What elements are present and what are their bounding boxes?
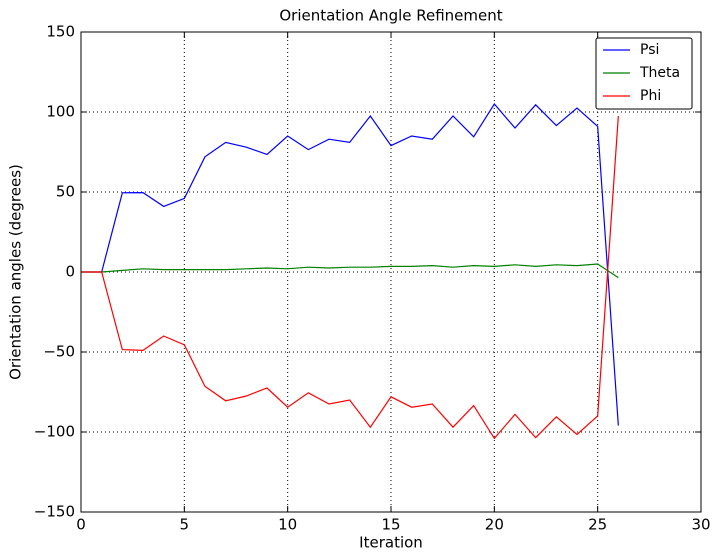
legend-label: Theta	[639, 65, 680, 81]
x-tick-label: 15	[381, 516, 400, 534]
y-tick-label: 50	[56, 183, 75, 201]
data-line	[81, 115, 619, 440]
x-tick-label: 5	[180, 516, 190, 534]
x-tick-label: 0	[76, 516, 86, 534]
y-tick-label: −150	[34, 503, 75, 521]
x-tick-label: 20	[485, 516, 504, 534]
y-tick-label: −100	[34, 423, 75, 441]
x-tick-label: 10	[278, 516, 297, 534]
plot-frame	[80, 31, 702, 513]
legend-label: Psi	[640, 42, 659, 58]
data-line	[81, 263, 619, 279]
legend-label: Phi	[640, 88, 661, 104]
legend: Psi Theta Phi	[595, 37, 693, 110]
y-tick-label: −50	[43, 343, 75, 361]
y-tick-label: 0	[65, 263, 75, 281]
y-axis-label: Orientation angles (degrees)	[7, 164, 25, 380]
x-tick-label: 25	[588, 516, 607, 534]
y-tick-label: 150	[46, 23, 75, 41]
chart-title: Orientation Angle Refinement	[279, 7, 502, 25]
x-tick-label: 30	[691, 516, 710, 534]
y-tick-label: 100	[46, 103, 75, 121]
data-line	[81, 102, 619, 426]
x-axis-label: Iteration	[359, 534, 423, 552]
legend-box	[595, 37, 693, 110]
